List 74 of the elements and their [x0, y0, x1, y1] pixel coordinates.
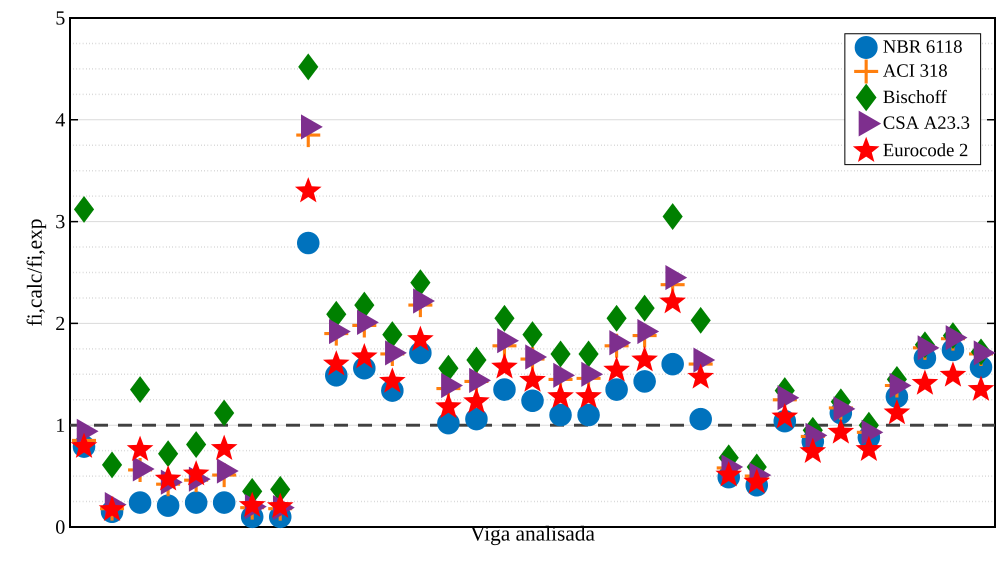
legend-label: CSA A23.3: [884, 116, 970, 130]
point: [522, 321, 543, 348]
point: [828, 418, 854, 444]
point: [603, 356, 630, 382]
point: [940, 361, 966, 387]
point: [379, 367, 406, 393]
point: [214, 400, 234, 426]
point: [238, 492, 266, 517]
point: [186, 431, 206, 458]
point: [771, 403, 798, 428]
point: [547, 382, 574, 408]
point: [912, 369, 938, 395]
point: [296, 232, 320, 254]
y-tick-label: 2: [56, 316, 64, 330]
point: [605, 378, 628, 401]
point: [968, 376, 994, 401]
y-tick-label: 1: [57, 418, 64, 432]
point: [156, 494, 180, 517]
point: [126, 436, 154, 461]
point: [491, 353, 518, 379]
y-tick-label: 5: [56, 11, 65, 25]
point: [182, 460, 210, 486]
legend-label: NBR 6118: [883, 40, 962, 53]
legend-label: Bischoff: [883, 90, 947, 104]
point: [410, 269, 430, 296]
point: [631, 346, 658, 372]
point: [493, 378, 516, 401]
point: [743, 468, 770, 494]
point: [298, 54, 318, 80]
point: [466, 346, 486, 374]
point: [435, 392, 462, 418]
point: [382, 321, 402, 348]
point: [407, 326, 434, 352]
point: [494, 305, 514, 332]
legend-label: Eurocode 2: [883, 143, 968, 156]
y-tick-label: 3: [56, 214, 65, 228]
point: [212, 491, 236, 514]
point: [437, 412, 460, 434]
point: [128, 491, 152, 514]
point: [578, 340, 599, 368]
point: [266, 492, 294, 518]
point: [351, 342, 378, 368]
point: [158, 440, 178, 467]
point: [715, 461, 742, 486]
point: [659, 288, 686, 314]
point: [521, 390, 544, 412]
y-axis-title: fi,calc/fi,exp: [26, 219, 46, 326]
point: [634, 294, 655, 322]
point: [465, 408, 488, 430]
point: [662, 203, 683, 230]
point: [322, 350, 350, 376]
point: [689, 408, 712, 430]
point: [884, 398, 910, 424]
point: [463, 388, 490, 414]
point: [519, 366, 546, 392]
point: [661, 352, 684, 376]
point: [74, 196, 94, 223]
point: [294, 177, 322, 202]
point: [154, 465, 182, 490]
point: [102, 452, 122, 478]
point: [687, 363, 714, 389]
y-tick-label: 0: [56, 520, 65, 534]
point: [690, 307, 711, 334]
point: [575, 382, 602, 408]
point: [210, 434, 238, 460]
point: [577, 404, 600, 426]
legend-label: ACI 318: [883, 64, 947, 77]
point: [549, 404, 572, 426]
y-tick-label: 4: [56, 113, 65, 126]
point: [130, 376, 150, 403]
point: [550, 340, 571, 368]
point: [184, 491, 208, 514]
point: [633, 370, 656, 393]
point: [606, 305, 627, 332]
